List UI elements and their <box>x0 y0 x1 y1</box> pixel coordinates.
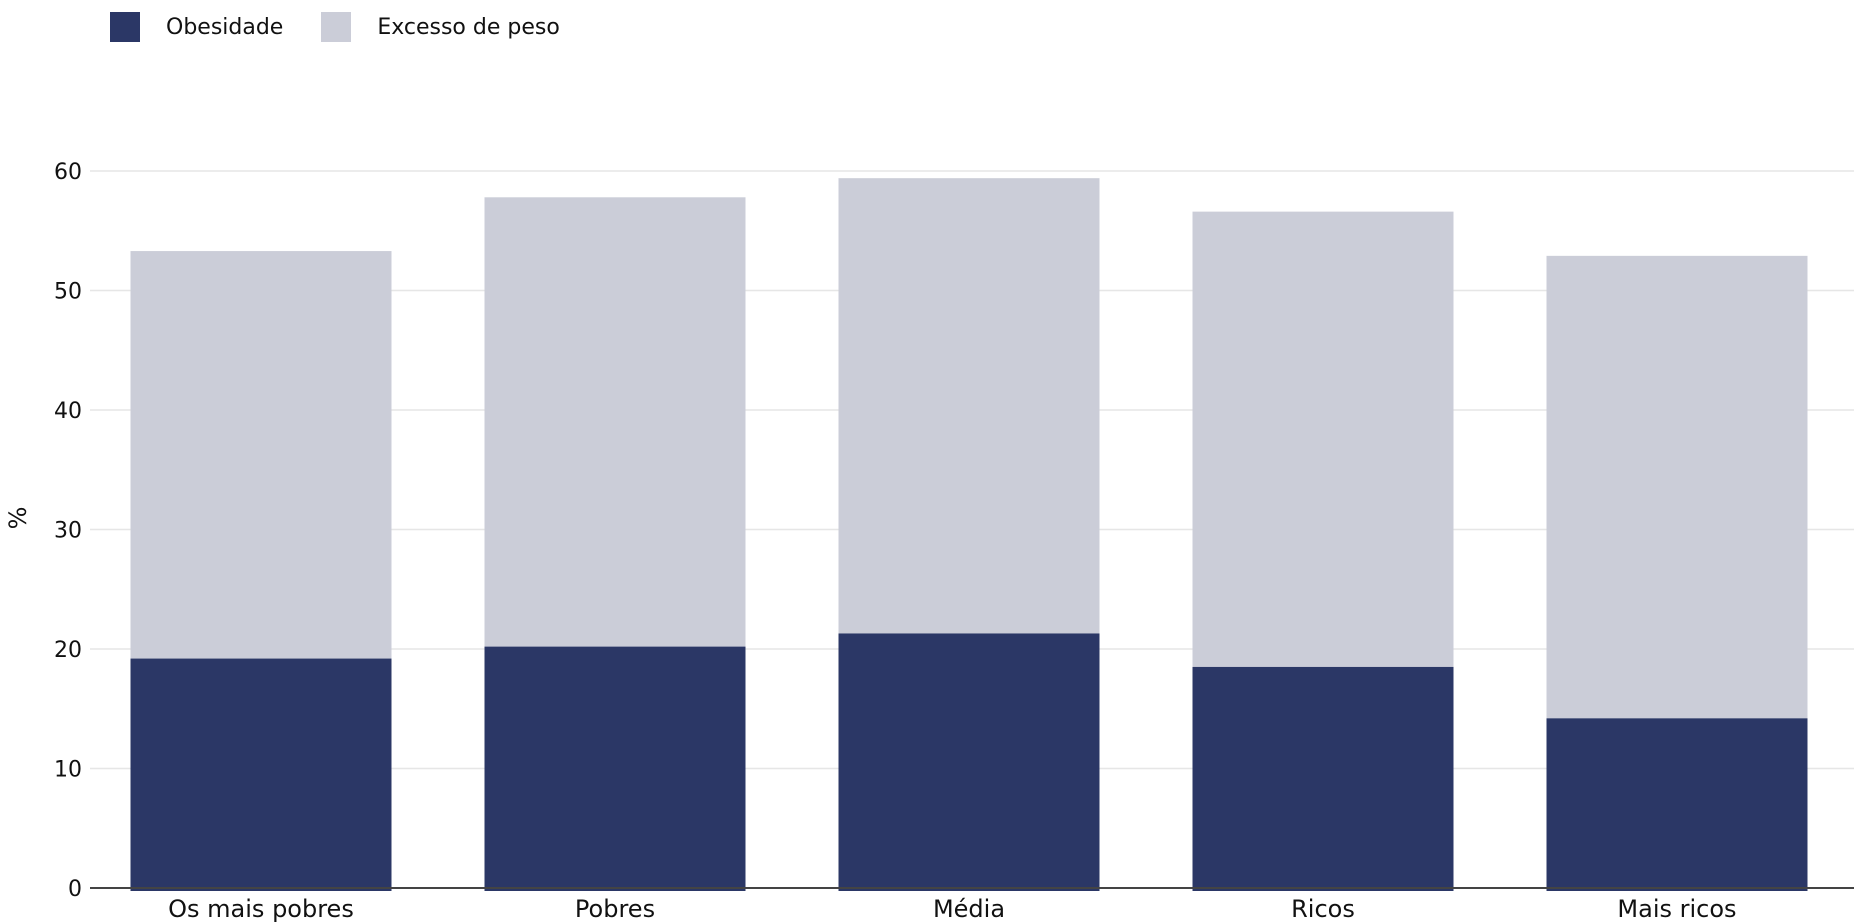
bar-excesso-de-peso-ricos[interactable] <box>1192 211 1454 667</box>
legend-item-obesidade[interactable]: Obesidade <box>110 12 283 42</box>
bar-obesidade-mais-ricos[interactable] <box>1546 718 1808 891</box>
legend-swatch-excesso-de-peso <box>321 12 352 42</box>
x-tick-label-mais-ricos: Mais ricos <box>1617 895 1736 923</box>
bar-excesso-de-peso-mais-ricos[interactable] <box>1546 255 1808 719</box>
legend-label-excesso-de-peso: Excesso de peso <box>377 14 560 40</box>
y-tick-label-10: 10 <box>54 758 82 783</box>
y-tick-label-30: 30 <box>54 519 82 544</box>
y-tick-label-20: 20 <box>54 638 82 663</box>
y-tick-label-40: 40 <box>54 399 82 424</box>
bar-excesso-de-peso-pobres[interactable] <box>484 197 746 647</box>
legend-label-obesidade: Obesidade <box>166 14 284 40</box>
bar-obesidade-m-dia[interactable] <box>838 633 1100 891</box>
y-tick-label-50: 50 <box>54 280 82 305</box>
y-axis-label: % <box>4 507 32 530</box>
legend-swatch-obesidade <box>110 12 140 42</box>
y-tick-label-0: 0 <box>68 877 82 902</box>
y-tick-label-60: 60 <box>54 160 82 185</box>
x-tick-labels: Os mais pobres Pobres Média Ricos Mais ricos <box>168 895 1736 923</box>
legend: Obesidade Excesso de peso <box>110 10 560 44</box>
bar-excesso-de-peso-os-mais-pobres[interactable] <box>130 251 392 659</box>
x-tick-label-os-mais-pobres: Os mais pobres <box>168 895 354 923</box>
x-tick-label-ricos: Ricos <box>1291 895 1355 923</box>
x-tick-label-m-dia: Média <box>933 895 1005 923</box>
legend-item-excesso-de-peso[interactable]: Excesso de peso <box>321 12 560 42</box>
y-tick-labels: 0 10 20 30 40 50 60 <box>54 160 82 902</box>
bar-obesidade-os-mais-pobres[interactable] <box>130 658 392 891</box>
bar-excesso-de-peso-m-dia[interactable] <box>838 178 1100 634</box>
bars <box>130 178 1808 891</box>
bar-obesidade-ricos[interactable] <box>1192 666 1454 891</box>
bar-obesidade-pobres[interactable] <box>484 646 746 891</box>
x-tick-label-pobres: Pobres <box>575 895 655 923</box>
